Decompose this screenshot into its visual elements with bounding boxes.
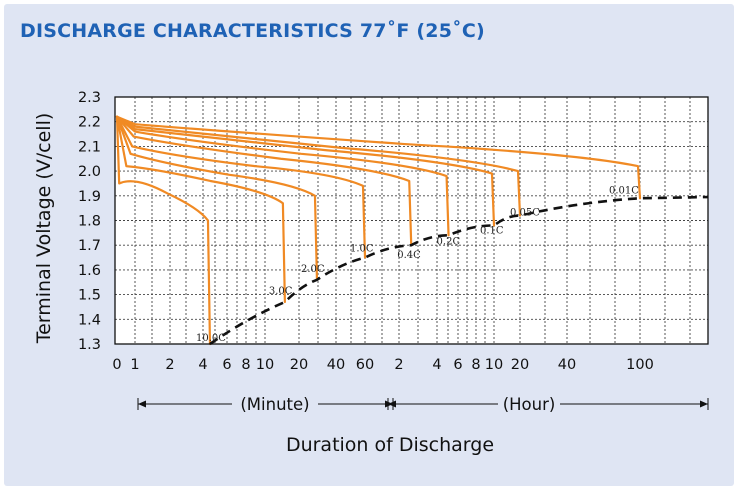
unit-minute-label: (Minute) bbox=[240, 395, 309, 414]
discharge-curve bbox=[115, 115, 496, 227]
x-tick-label-hour: 8 bbox=[471, 357, 480, 373]
series-label: 0.4C bbox=[397, 250, 421, 261]
y-tick-label: 2.0 bbox=[78, 164, 101, 180]
discharge-curve bbox=[115, 115, 286, 304]
x-tick-label-hour: 4 bbox=[432, 357, 441, 373]
cutoff-voltage-line bbox=[209, 195, 709, 346]
discharge-curve bbox=[115, 115, 642, 200]
arrowhead bbox=[138, 400, 146, 408]
x-tick-label-minute: 0 bbox=[112, 357, 121, 373]
y-tick-label: 1.7 bbox=[78, 238, 101, 254]
x-tick-label-minute: 4 bbox=[198, 357, 207, 373]
arrowhead bbox=[388, 400, 396, 408]
discharge-curve bbox=[115, 115, 450, 237]
x-tick-label-hour: 100 bbox=[626, 357, 654, 373]
y-tick-label: 1.6 bbox=[78, 263, 101, 279]
y-tick-label: 1.5 bbox=[78, 288, 101, 304]
x-axis-label: Duration of Discharge bbox=[286, 434, 494, 456]
plot-frame bbox=[114, 96, 709, 345]
discharge-curve bbox=[115, 115, 367, 259]
discharge-curve bbox=[115, 115, 212, 346]
x-tick-label-minute: 20 bbox=[290, 357, 308, 373]
x-tick-label-minute: 8 bbox=[241, 357, 250, 373]
y-tick-label: 2.3 bbox=[78, 90, 101, 106]
series-label: 0.2C bbox=[437, 236, 461, 247]
x-tick-label-minute: 10 bbox=[256, 357, 274, 373]
series-label: 0.01C bbox=[609, 185, 639, 196]
y-tick-label: 2.1 bbox=[78, 139, 101, 155]
series-label: 2.0C bbox=[301, 264, 325, 275]
y-tick-label: 1.4 bbox=[78, 312, 101, 328]
y-tick-label: 1.8 bbox=[78, 214, 101, 230]
x-tick-label-hour: 40 bbox=[558, 357, 576, 373]
discharge-curve bbox=[115, 115, 522, 217]
x-tick-label-hour: 6 bbox=[453, 357, 462, 373]
x-tick-label-minute: 40 bbox=[327, 357, 345, 373]
arrowhead bbox=[700, 400, 708, 408]
y-tick-label: 1.3 bbox=[78, 337, 101, 353]
x-tick-label-minute: 2 bbox=[165, 357, 174, 373]
discharge-curve bbox=[115, 115, 413, 247]
chart-title: DISCHARGE CHARACTERISTICS 77˚F (25˚C) bbox=[20, 20, 485, 42]
series-label: 0.1C bbox=[480, 225, 504, 236]
x-tick-label-hour: 2 bbox=[394, 357, 403, 373]
x-tick-label-minute: 1 bbox=[130, 357, 139, 373]
x-tick-label-minute: 6 bbox=[222, 357, 231, 373]
x-tick-label-hour: 20 bbox=[511, 357, 529, 373]
series-label: 10.0C bbox=[196, 333, 226, 344]
series-label: 1.0C bbox=[350, 244, 374, 255]
y-tick-label: 2.2 bbox=[78, 115, 101, 131]
series-label: 3.0C bbox=[269, 286, 293, 297]
x-tick-label-minute: 60 bbox=[356, 357, 374, 373]
y-axis-label: Terminal Voltage (V/cell) bbox=[33, 113, 55, 345]
discharge-curve bbox=[115, 115, 319, 281]
series-label: 0.05C bbox=[510, 208, 540, 219]
y-tick-label: 1.9 bbox=[78, 189, 101, 205]
unit-hour-label: (Hour) bbox=[503, 395, 556, 414]
x-tick-label-hour: 10 bbox=[485, 357, 503, 373]
